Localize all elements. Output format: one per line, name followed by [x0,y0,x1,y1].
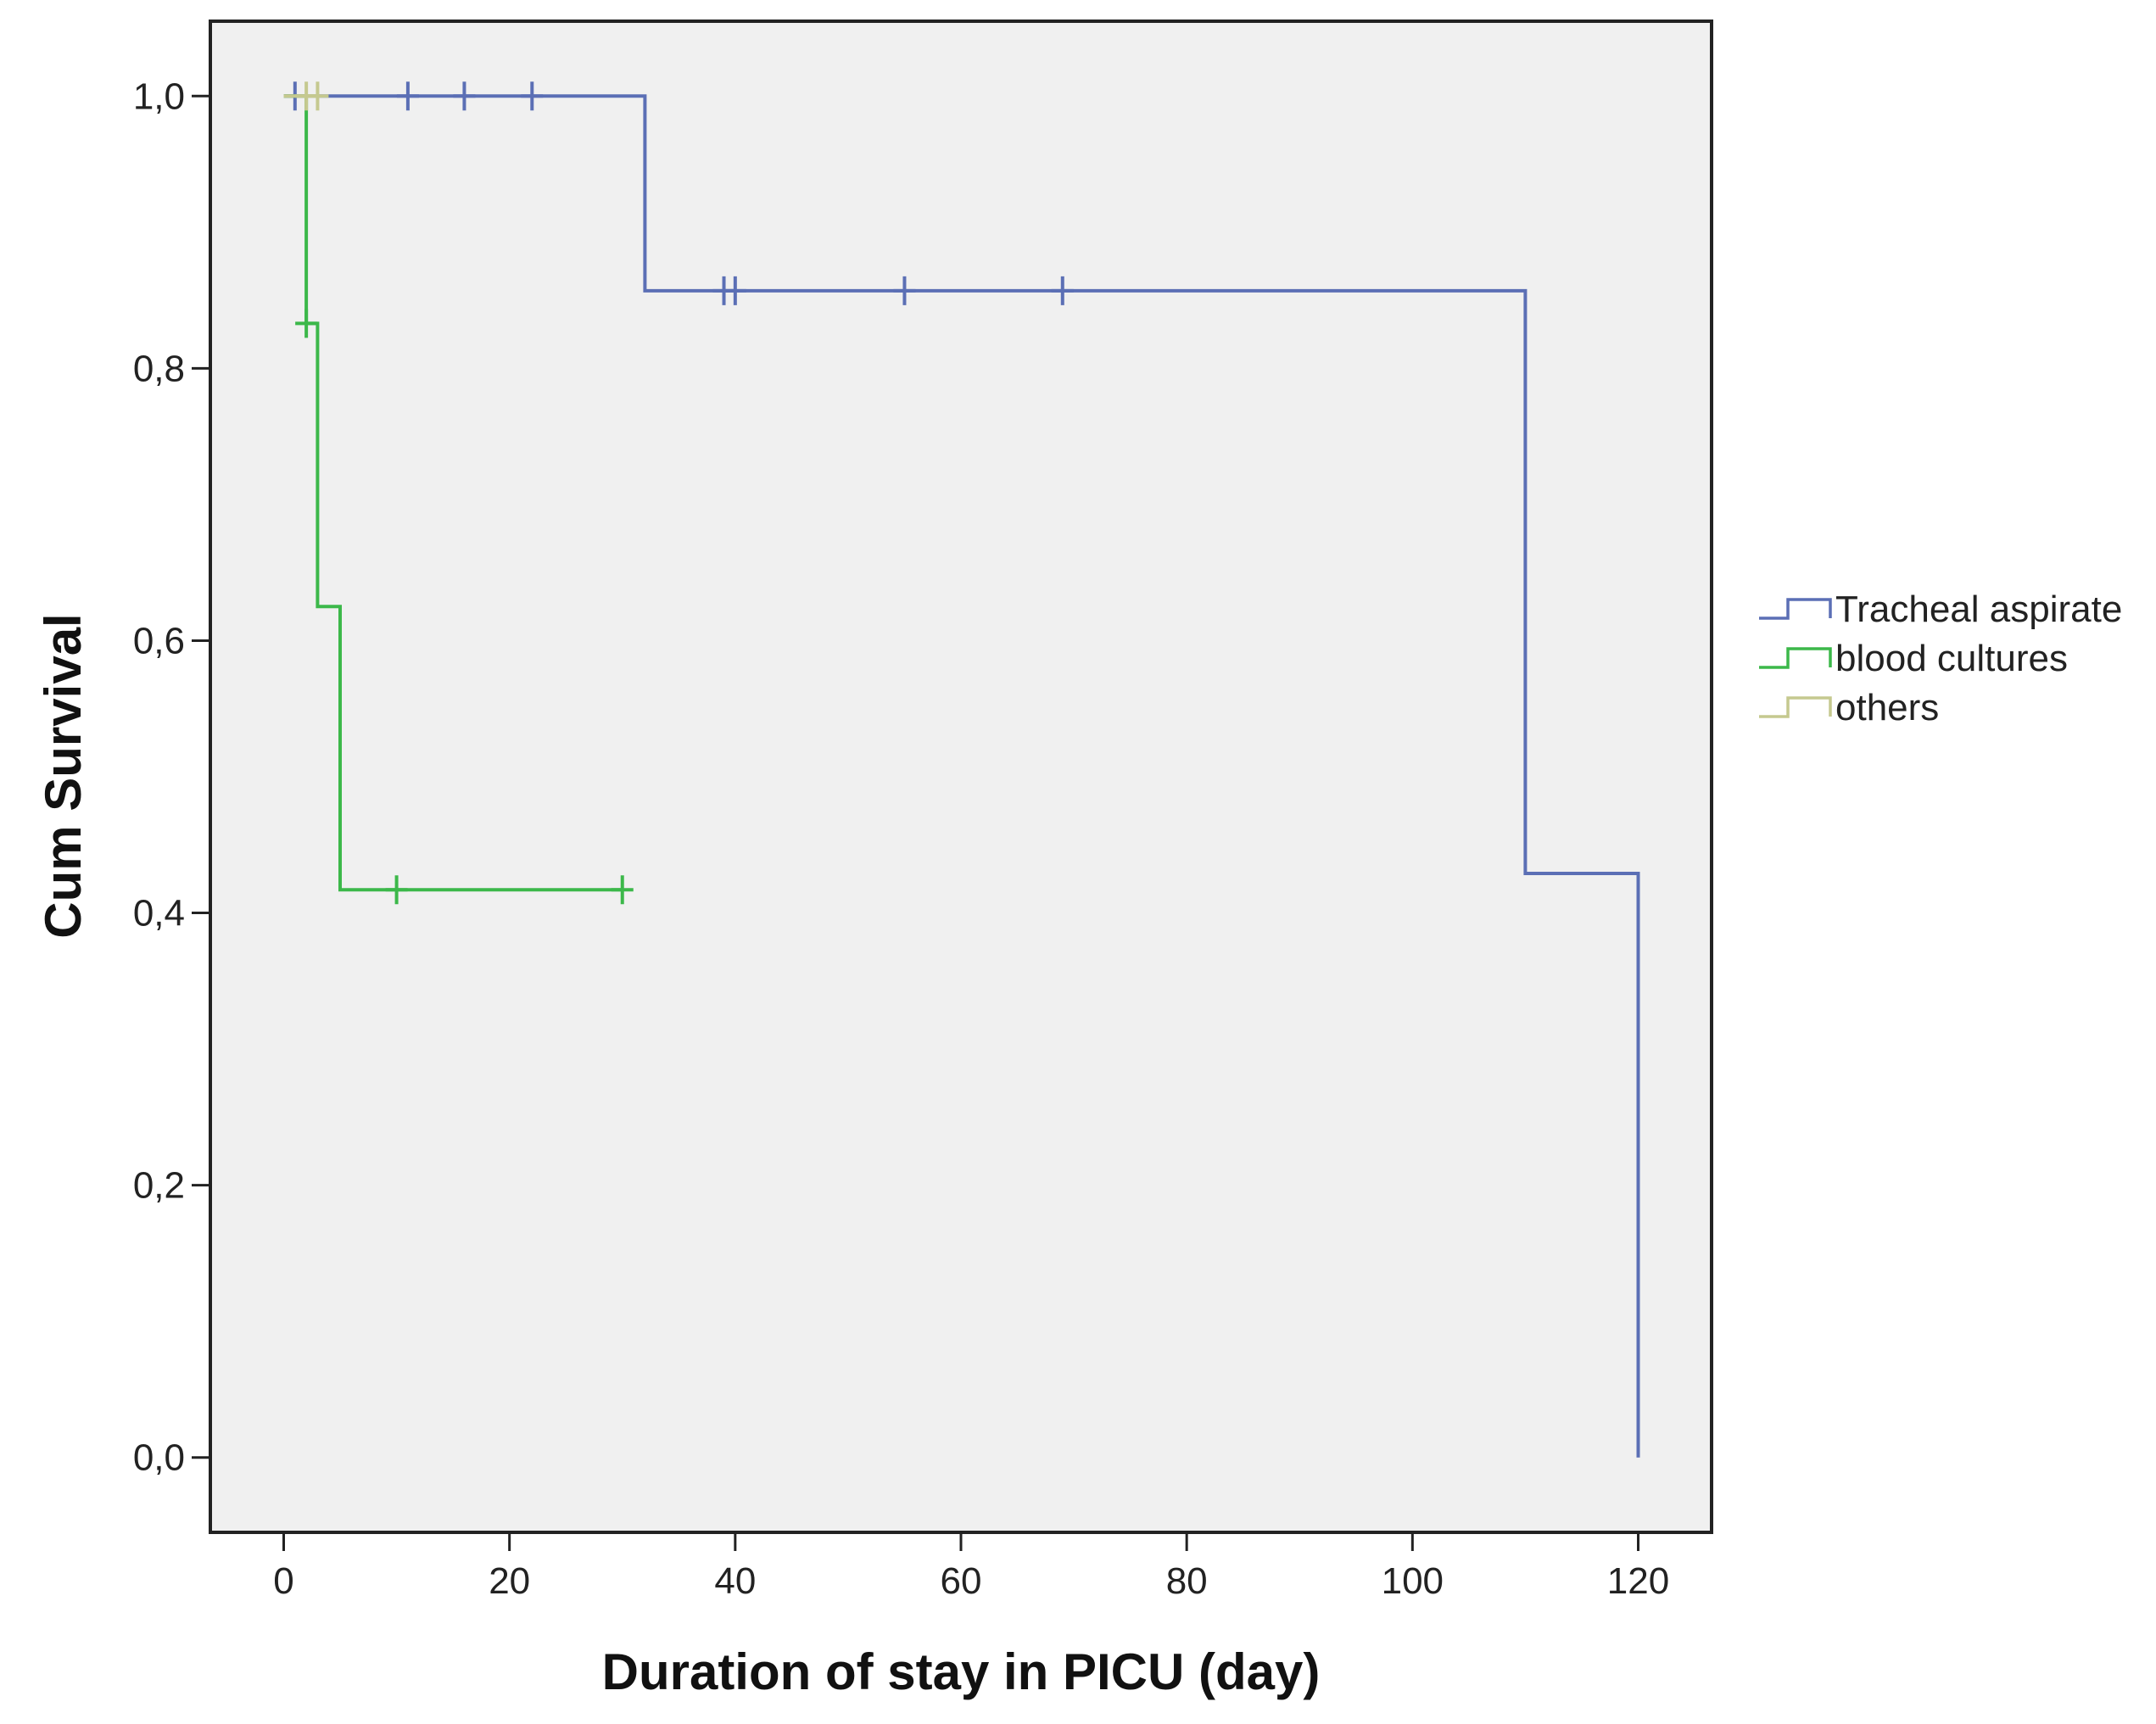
x-tick-label: 100 [1382,1560,1444,1602]
x-tick-label: 20 [489,1560,530,1602]
plot-area [209,20,1713,1534]
legend: Tracheal aspirate blood cultures others [1759,589,2122,728]
x-axis: 0 20 40 60 80 100 120 [273,1532,1669,1602]
legend-label: others [1835,687,1939,728]
x-axis-title: Duration of stay in PICU (day) [602,1643,1321,1700]
y-tick-label: 1,0 [133,75,185,117]
y-axis: 0,0 0,2 0,4 0,6 0,8 1,0 [133,75,210,1479]
legend-swatch [1759,647,1832,669]
x-tick-label: 0 [273,1560,293,1602]
legend-label: blood cultures [1835,638,2068,679]
legend-label: Tracheal aspirate [1835,589,2122,630]
series-line [283,94,623,892]
y-axis-title: Cum Survival [35,613,92,938]
x-tick-label: 80 [1166,1560,1208,1602]
x-tick-label: 120 [1607,1560,1669,1602]
y-tick-label: 0,2 [133,1165,185,1207]
x-tick-label: 40 [714,1560,756,1602]
legend-swatch [1759,598,1832,620]
y-tick-label: 0,4 [133,893,185,935]
x-tick-label: 60 [941,1560,982,1602]
series-line [283,94,1640,1458]
y-tick-label: 0,8 [133,348,185,389]
y-tick-label: 0,6 [133,620,185,661]
series-layer [283,81,1640,1458]
y-tick-label: 0,0 [133,1437,185,1479]
legend-swatch [1759,696,1832,718]
